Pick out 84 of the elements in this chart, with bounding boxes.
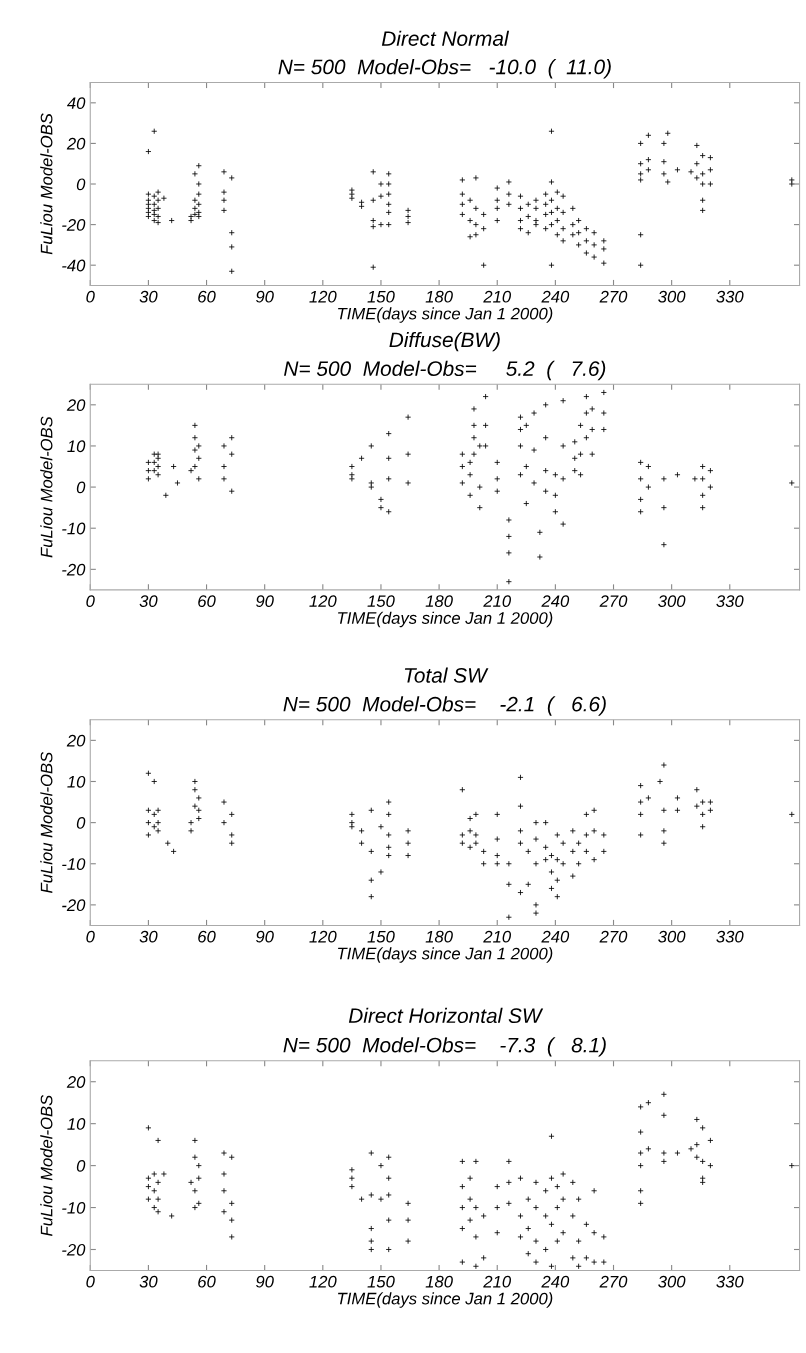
chart-title: Total SW bbox=[404, 667, 489, 683]
x-tick-label: 300 bbox=[658, 930, 686, 943]
x-tick-label: 240 bbox=[541, 290, 570, 303]
x-tick-label: 210 bbox=[483, 290, 511, 303]
x-tick-label: 120 bbox=[309, 1275, 337, 1288]
x-tick-label: 270 bbox=[599, 1275, 628, 1288]
y-tick-label: 0 bbox=[76, 817, 86, 829]
x-tick-label: 210 bbox=[483, 930, 511, 943]
chart-subtitle: N= 500 Model-Obs= -2.1 ( 6.6) bbox=[283, 696, 606, 716]
chart-subtitle: N= 500 Model-Obs= -7.3 ( 8.1) bbox=[283, 1037, 606, 1057]
x-tick-label: 0 bbox=[86, 290, 95, 303]
y-tick-label: -10 bbox=[62, 522, 86, 535]
y-tick-label: 0 bbox=[76, 481, 86, 494]
x-tick-label: 60 bbox=[198, 930, 216, 943]
y-tick-label: 40 bbox=[66, 97, 86, 110]
y-tick-label: -20 bbox=[62, 563, 86, 576]
x-tick-label: 30 bbox=[139, 930, 158, 943]
chart-subtitle: N= 500 Model-Obs= -10.0 ( 11.0) bbox=[278, 59, 611, 79]
y-tick-label: -40 bbox=[62, 259, 86, 272]
x-tick-label: 90 bbox=[255, 290, 274, 303]
x-tick-label: 300 bbox=[658, 1275, 686, 1288]
x-tick-label: 60 bbox=[198, 1275, 216, 1288]
x-tick-label: 150 bbox=[367, 1275, 395, 1288]
y-tick-label: -10 bbox=[62, 1201, 86, 1214]
x-tick-label: 270 bbox=[599, 595, 628, 608]
y-tick-label: -20 bbox=[62, 219, 86, 231]
y-tick-label: 20 bbox=[66, 1076, 86, 1088]
y-axis-title: FuLiou Model-OBS bbox=[40, 113, 53, 255]
x-tick-label: 90 bbox=[255, 1275, 274, 1288]
chart-title: Direct Normal bbox=[381, 30, 510, 46]
x-axis-title: TIME(days since Jan 1 2000) bbox=[338, 611, 553, 628]
x-tick-label: 240 bbox=[541, 1275, 570, 1288]
y-tick-label: 20 bbox=[66, 734, 86, 747]
y-axis-title: FuLiou Model-OBS bbox=[40, 1094, 53, 1236]
x-tick-label: 90 bbox=[255, 930, 274, 943]
x-axis-title: TIME(days since Jan 1 2000) bbox=[338, 1292, 553, 1308]
x-tick-label: 210 bbox=[483, 595, 511, 608]
x-tick-label: 180 bbox=[425, 930, 453, 943]
y-tick-label: 10 bbox=[67, 775, 86, 788]
x-tick-label: 120 bbox=[309, 930, 337, 943]
x-tick-label: 90 bbox=[255, 595, 274, 608]
y-tick-label: -20 bbox=[62, 1243, 86, 1256]
chart-title: Direct Horizontal SW bbox=[348, 1007, 544, 1024]
x-tick-label: 240 bbox=[541, 930, 570, 943]
x-axis-title: TIME(days since Jan 1 2000) bbox=[338, 947, 553, 963]
y-axis-title: FuLiou Model-OBS bbox=[40, 751, 53, 893]
y-tick-label: 20 bbox=[66, 399, 86, 412]
x-tick-label: 120 bbox=[309, 595, 337, 608]
x-axis-title: TIME(days since Jan 1 2000) bbox=[338, 307, 553, 323]
y-tick-label: 0 bbox=[76, 178, 86, 191]
y-tick-label: 10 bbox=[67, 440, 86, 453]
chart-subtitle: N= 500 Model-Obs= 5.2 ( 7.6) bbox=[284, 360, 606, 381]
x-tick-label: 180 bbox=[425, 1275, 453, 1288]
y-tick-label: 20 bbox=[66, 137, 86, 150]
x-tick-label: 150 bbox=[367, 930, 395, 943]
x-tick-label: 120 bbox=[309, 290, 337, 303]
x-tick-label: 0 bbox=[86, 930, 95, 943]
x-tick-label: 270 bbox=[599, 290, 628, 303]
x-tick-label: 30 bbox=[139, 290, 158, 303]
x-tick-label: 60 bbox=[198, 595, 216, 608]
y-axis-title: FuLiou Model-OBS bbox=[40, 416, 53, 558]
y-tick-label: -10 bbox=[62, 858, 86, 870]
y-tick-label: 10 bbox=[67, 1118, 86, 1130]
x-tick-label: 30 bbox=[139, 1275, 158, 1288]
x-tick-label: 0 bbox=[86, 595, 95, 608]
x-tick-label: 330 bbox=[716, 290, 744, 303]
x-tick-label: 60 bbox=[198, 290, 216, 303]
x-tick-label: 330 bbox=[716, 1275, 744, 1288]
x-tick-label: 30 bbox=[139, 595, 158, 608]
x-tick-label: 300 bbox=[658, 595, 686, 608]
x-tick-label: 180 bbox=[425, 290, 453, 303]
x-tick-label: 330 bbox=[716, 930, 744, 943]
x-tick-label: 0 bbox=[86, 1275, 95, 1288]
x-tick-label: 150 bbox=[367, 595, 395, 608]
x-tick-label: 270 bbox=[599, 930, 628, 943]
x-tick-label: 330 bbox=[716, 595, 744, 608]
x-tick-label: 180 bbox=[425, 595, 453, 608]
x-tick-label: 300 bbox=[658, 290, 686, 303]
x-tick-label: 210 bbox=[483, 1275, 511, 1288]
x-tick-label: 150 bbox=[367, 290, 395, 303]
y-tick-label: -20 bbox=[62, 899, 86, 912]
y-tick-label: 0 bbox=[76, 1160, 86, 1172]
chart-title: Diffuse(BW) bbox=[389, 331, 500, 352]
x-tick-label: 240 bbox=[541, 595, 570, 608]
